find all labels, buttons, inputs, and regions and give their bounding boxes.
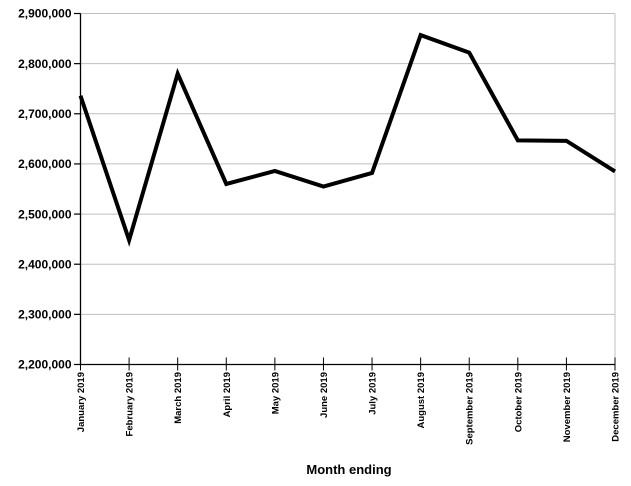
- x-tick-label: January 2019: [76, 372, 87, 432]
- y-tick-label: 2,200,000: [18, 358, 72, 372]
- y-tick-label: 2,500,000: [18, 207, 72, 221]
- y-tick-label: 2,800,000: [18, 57, 72, 71]
- x-tick-label: April 2019: [222, 372, 233, 417]
- x-tick-label: August 2019: [416, 372, 427, 429]
- y-tick-label: 2,700,000: [18, 107, 72, 121]
- x-tick-label: December 2019: [611, 372, 622, 442]
- y-tick-label: 2,300,000: [18, 308, 72, 322]
- y-tick-label: 2,600,000: [18, 157, 72, 171]
- x-tick-label: September 2019: [465, 372, 476, 445]
- x-tick-label: October 2019: [513, 372, 524, 432]
- x-tick-label: May 2019: [270, 372, 281, 414]
- x-tick-label: June 2019: [319, 372, 330, 418]
- chart-plot-area: 2,200,000 2,300,000 2,400,000 2,500,000 2,60…: [18, 7, 621, 445]
- y-tick-label: 2,400,000: [18, 257, 72, 271]
- x-axis-title: Month ending: [306, 462, 391, 477]
- y-tick-label: 2,900,000: [18, 7, 72, 21]
- x-tick-label: November 2019: [562, 372, 573, 442]
- data-line: [78, 32, 617, 247]
- x-tick-label: July 2019: [368, 372, 379, 415]
- x-tick-label: February 2019: [125, 372, 136, 436]
- x-tick-label: March 2019: [173, 372, 184, 424]
